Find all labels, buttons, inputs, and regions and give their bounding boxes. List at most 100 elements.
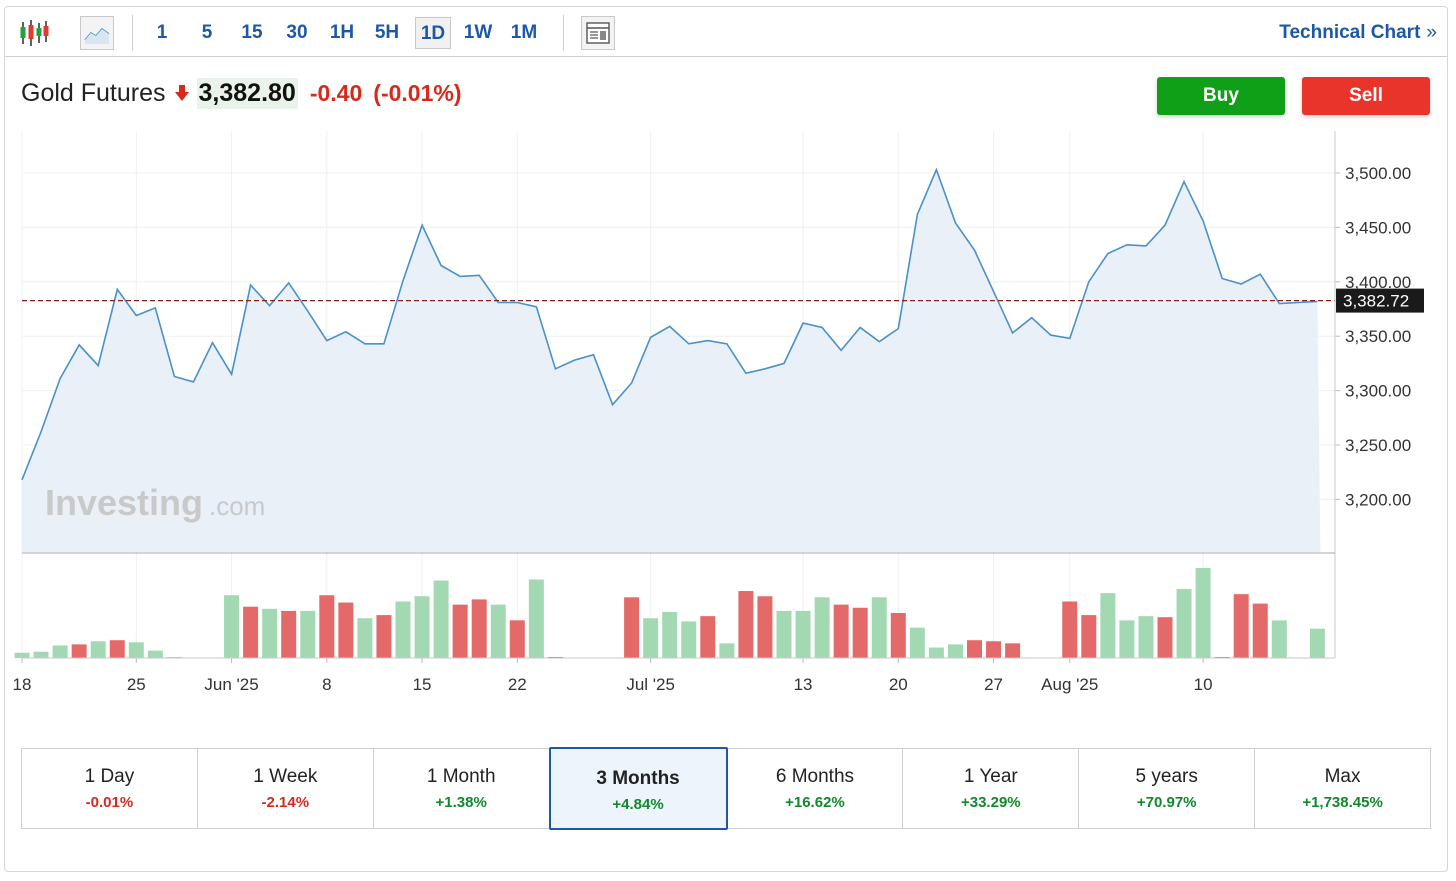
timeframe-1w[interactable]: 1W xyxy=(463,22,493,43)
timeframe-1d[interactable]: 1D xyxy=(415,17,451,49)
price-change: -0.40 xyxy=(309,79,363,106)
last-price-label: 3,382.72 xyxy=(1343,292,1409,311)
last-price-label-bg xyxy=(1336,288,1424,313)
volume-bar xyxy=(90,641,106,658)
y-axis: 3,200.00 3,250.00 3,300.00 3,350.00 3,400.00… xyxy=(1334,131,1411,658)
timeframe-5h[interactable]: 5H xyxy=(374,22,400,43)
period-label: 1 Week xyxy=(253,766,318,787)
volume-bar xyxy=(1062,601,1078,658)
period-6-months[interactable]: 6 Months +16.62% xyxy=(728,749,904,828)
volume-bar xyxy=(243,606,259,658)
volume-bar xyxy=(281,610,297,658)
period-1-year[interactable]: 1 Year +33.29% xyxy=(903,749,1080,828)
timeframe-30[interactable]: 30 xyxy=(286,22,308,43)
x-tick-label: 25 xyxy=(127,675,146,694)
last-price: 3,382.80 xyxy=(196,77,298,109)
volume-bar xyxy=(1214,656,1230,658)
volume-bar xyxy=(71,644,87,658)
toolbar-divider xyxy=(563,15,564,51)
y-tick-label: 3,350.00 xyxy=(1345,327,1411,346)
volume-bar xyxy=(1271,620,1287,658)
volume-bar xyxy=(14,652,30,658)
toolbar-divider xyxy=(132,15,133,51)
volume-bar xyxy=(928,647,944,658)
period-3-months[interactable]: 3 Months +4.84% xyxy=(548,747,728,830)
x-tick-label: 8 xyxy=(322,675,331,694)
y-tick-label: 3,400.00 xyxy=(1345,273,1411,292)
volume-bar xyxy=(357,618,373,658)
volume-bar xyxy=(986,641,1002,658)
volume-bar xyxy=(1081,615,1097,658)
period-max[interactable]: Max +1,738.45% xyxy=(1255,749,1430,828)
watermark-suffix: .com xyxy=(209,491,265,521)
volume-bar xyxy=(624,597,640,658)
period-5-years[interactable]: 5 years +70.97% xyxy=(1079,749,1256,828)
period-label: 1 Day xyxy=(84,766,135,787)
period-label: Max xyxy=(1324,766,1361,787)
volume-bar xyxy=(1100,593,1116,658)
period-1-day[interactable]: 1 Day -0.01% xyxy=(22,749,198,828)
technical-chart-link[interactable]: Technical Chart» xyxy=(1279,17,1437,49)
volume-bar xyxy=(528,579,544,658)
volume-bar xyxy=(1176,588,1192,658)
volume-bar xyxy=(395,601,411,658)
buy-button[interactable]: Buy xyxy=(1157,77,1285,115)
x-axis: 18 25 Jun '25 8 15 22 Jul '25 13 20 27 Aug '25 10 xyxy=(13,552,1335,694)
volume-bar xyxy=(547,656,563,658)
volume-bar xyxy=(262,608,278,658)
timeframe-1h[interactable]: 1H xyxy=(329,22,355,43)
volume-bar xyxy=(224,595,240,658)
volume-bar xyxy=(719,643,735,658)
price-chart[interactable]: Investing .com 3,200.003,250.003,300.003… xyxy=(5,7,1445,707)
volume-bar xyxy=(33,651,49,658)
volume-bar xyxy=(1195,568,1211,658)
period-change: +1,738.45% xyxy=(1302,794,1383,811)
period-change: -0.01% xyxy=(85,794,134,811)
volume-bar xyxy=(852,607,868,658)
volume-bar xyxy=(1252,603,1268,658)
chart-toolbar: 1 5 15 30 1H 5H 1D 1W 1M Technical Chart… xyxy=(5,7,1447,57)
price-line xyxy=(21,167,1318,481)
timeframe-5[interactable]: 5 xyxy=(201,22,213,43)
x-tick-label: 22 xyxy=(508,675,527,694)
volume-bar xyxy=(147,650,163,658)
investing-watermark: Investing .com xyxy=(45,482,265,523)
x-tick-label: 15 xyxy=(413,675,432,694)
volume-bar xyxy=(890,613,906,658)
period-label: 1 Year xyxy=(963,766,1018,787)
volume-bars xyxy=(14,568,1325,658)
line-chart-icon[interactable] xyxy=(80,16,114,50)
volume-bar xyxy=(1309,628,1325,658)
period-label: 1 Month xyxy=(426,766,496,787)
timeframe-1m[interactable]: 1M xyxy=(510,22,538,43)
period-change: +70.97% xyxy=(1136,794,1197,811)
watermark-brand: Investing xyxy=(45,482,203,523)
period-1-week[interactable]: 1 Week -2.14% xyxy=(198,749,374,828)
x-tick-label: 27 xyxy=(984,675,1003,694)
y-tick-label: 3,200.00 xyxy=(1345,490,1411,509)
volume-bar xyxy=(795,610,811,658)
volume-bar xyxy=(433,580,449,658)
instrument-name: Gold Futures xyxy=(21,78,166,107)
period-label: 3 Months xyxy=(596,768,680,789)
timeframe-15[interactable]: 15 xyxy=(241,22,263,43)
period-change: +4.84% xyxy=(612,796,664,813)
x-tick-label: Aug '25 xyxy=(1041,675,1098,694)
volume-bar xyxy=(814,597,830,658)
period-1-month[interactable]: 1 Month +1.38% xyxy=(374,749,550,828)
layout-icon[interactable] xyxy=(581,16,615,50)
timeframe-1[interactable]: 1 xyxy=(156,22,168,43)
x-tick-label: 13 xyxy=(794,675,813,694)
technical-chart-label[interactable]: Technical Chart xyxy=(1279,22,1421,43)
last-price-label-group: 3,382.72 xyxy=(1336,288,1424,313)
volume-bar xyxy=(1157,617,1173,658)
candlestick-icon[interactable] xyxy=(17,16,51,50)
period-performance-bar: 1 Day -0.01% 1 Week -2.14% 1 Month +1.38% 3… xyxy=(21,747,1431,830)
sell-button[interactable]: Sell xyxy=(1302,77,1430,115)
y-tick-label: 3,450.00 xyxy=(1345,218,1411,237)
double-chevron-right-icon: » xyxy=(1426,22,1437,43)
volume-bar xyxy=(471,599,487,658)
volume-bar xyxy=(909,627,925,658)
volume-bar xyxy=(490,604,506,658)
down-arrow-icon xyxy=(174,85,189,101)
